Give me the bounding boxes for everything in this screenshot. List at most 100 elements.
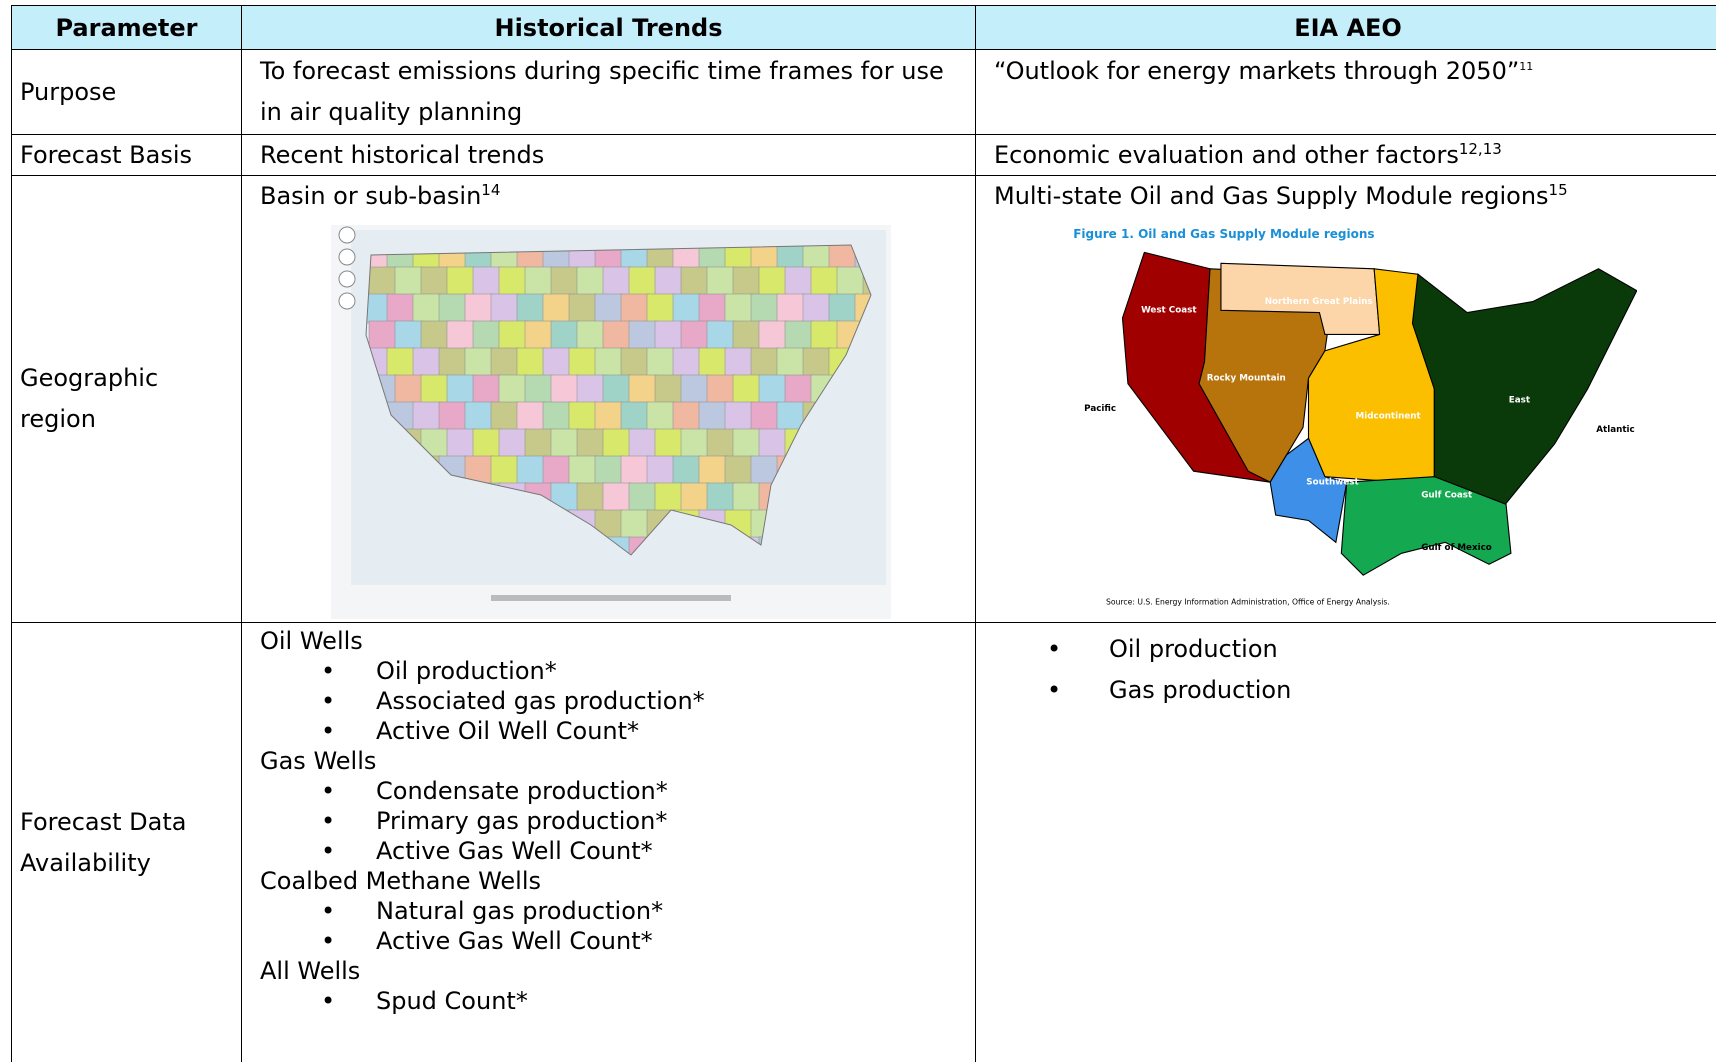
- map-patch: [828, 293, 858, 324]
- map-patch: [732, 428, 762, 459]
- map-patch: [524, 374, 554, 405]
- map-patch: [672, 293, 702, 324]
- map-patch: [386, 293, 416, 324]
- map-label: Gulf of Mexico: [1421, 543, 1492, 553]
- map-patch: [498, 374, 528, 405]
- map-patch: [568, 347, 598, 378]
- map-patch: [628, 482, 658, 513]
- map-patch: [698, 455, 728, 486]
- list-item: Natural gas production*: [321, 895, 663, 928]
- footnote-ref: 14: [481, 181, 501, 199]
- map-patch: [394, 266, 424, 297]
- cell-text: To forecast emissions during specific ti…: [260, 57, 944, 126]
- cell: Multi-state Oil and Gas Supply Module re…: [975, 175, 1716, 622]
- map-patch: [576, 482, 606, 513]
- map-patch: [516, 293, 546, 324]
- map-patch: [568, 401, 598, 432]
- map-patch: [602, 266, 632, 297]
- footnote-ref: 11: [1519, 60, 1534, 73]
- map-patch: [776, 347, 806, 378]
- map-patch: [576, 428, 606, 459]
- map-label: Pacific: [1084, 404, 1116, 414]
- map-patch: [602, 320, 632, 351]
- map-patch: [472, 266, 502, 297]
- map-patch: [750, 347, 780, 378]
- cell-text: Multi-state Oil and Gas Supply Module re…: [994, 182, 1549, 210]
- map-patch: [654, 320, 684, 351]
- map-patch: [680, 374, 710, 405]
- cell-text: Basin or sub-basin: [260, 182, 482, 210]
- map-patch: [784, 374, 814, 405]
- list-item: Active Oil Well Count*: [321, 715, 639, 748]
- map-patch: [446, 374, 476, 405]
- map-patch: [784, 266, 814, 297]
- cell-text: Recent historical trends: [260, 141, 545, 169]
- map-patch: [498, 428, 528, 459]
- map-patch: [628, 320, 658, 351]
- map-patch: [732, 482, 762, 513]
- map-title: Figure 1. Oil and Gas Supply Module regi…: [1073, 227, 1374, 241]
- map-patch: [602, 428, 632, 459]
- map-patch: [446, 428, 476, 459]
- map-patch: [698, 401, 728, 432]
- map-patch: [628, 266, 658, 297]
- map-patch: [498, 266, 528, 297]
- map-patch: [802, 245, 832, 270]
- cell: Basin or sub-basin14: [241, 175, 975, 622]
- label-text: Geographic region: [20, 364, 159, 433]
- map-patch: [646, 401, 676, 432]
- map-patch: [438, 401, 468, 432]
- map-patch: [620, 509, 650, 540]
- map-patch: [568, 455, 598, 486]
- map-patch: [550, 320, 580, 351]
- map-patch: [464, 293, 494, 324]
- map-patch: [810, 266, 840, 297]
- map-patch: [412, 401, 442, 432]
- map-patch: [724, 401, 754, 432]
- basin-map: [331, 225, 891, 619]
- map-patch: [594, 455, 624, 486]
- map-patch: [594, 293, 624, 324]
- map-patch: [394, 374, 424, 405]
- list-item: Spud Count*: [321, 985, 528, 1018]
- map-patch: [498, 320, 528, 351]
- group-heading: Gas Wells: [260, 747, 377, 775]
- map-patch: [524, 428, 554, 459]
- map-patch: [550, 266, 580, 297]
- cell: “Outlook for energy markets through 2050…: [975, 49, 1716, 134]
- map-patch: [420, 266, 450, 297]
- cell-text: Economic evaluation and other factors: [994, 141, 1459, 169]
- map-patch: [464, 401, 494, 432]
- map-patch: [706, 482, 736, 513]
- map-patch: [516, 455, 546, 486]
- map-patch: [750, 401, 780, 432]
- list-item: Oil production: [1047, 629, 1278, 670]
- map-patch: [680, 320, 710, 351]
- label-text: Forecast Data Availability: [20, 807, 187, 877]
- map-patch: [724, 347, 754, 378]
- map-label: Atlantic: [1596, 425, 1634, 435]
- map-patch: [542, 347, 572, 378]
- map-label: Gulf Coast: [1421, 490, 1472, 500]
- map-patch: [628, 428, 658, 459]
- list-item: Primary gas production*: [321, 805, 667, 838]
- map-patch: [412, 347, 442, 378]
- map-patch: [368, 266, 398, 297]
- map-patch: [680, 428, 710, 459]
- map-patch: [516, 347, 546, 378]
- map-patch: [490, 347, 520, 378]
- map-patch: [654, 428, 684, 459]
- map-patch: [576, 374, 606, 405]
- list-item: Oil production*: [321, 655, 557, 688]
- map-patch: [446, 320, 476, 351]
- map-patch: [438, 293, 468, 324]
- map-patch: [550, 374, 580, 405]
- map-patch: [524, 266, 554, 297]
- map-patch: [620, 401, 650, 432]
- map-patch: [672, 347, 702, 378]
- map-patch: [472, 320, 502, 351]
- row-label: Purpose: [11, 49, 241, 134]
- map-source: Source: U.S. Energy Information Administ…: [1106, 598, 1390, 607]
- map-patch: [680, 482, 710, 513]
- map-patch: [672, 455, 702, 486]
